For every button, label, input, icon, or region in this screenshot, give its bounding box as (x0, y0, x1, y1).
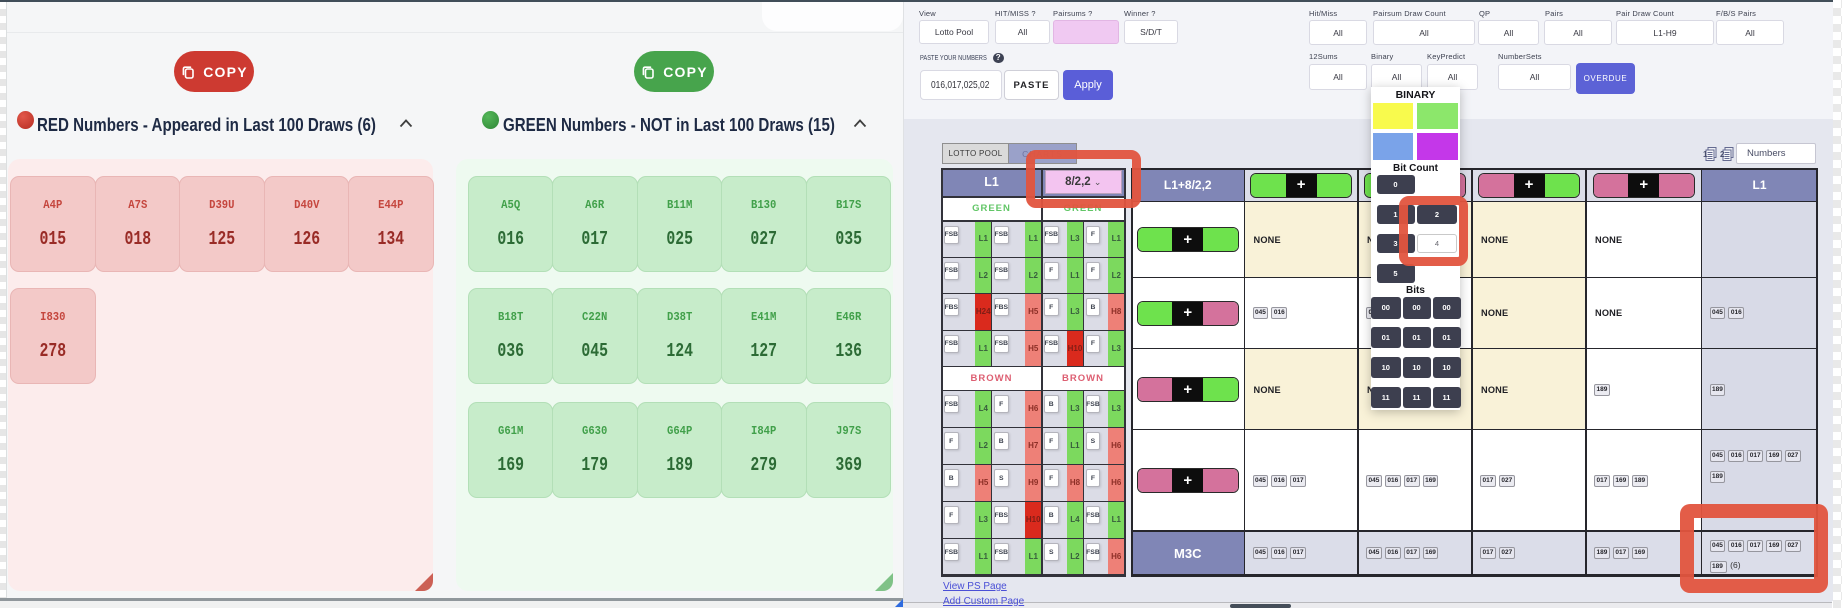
svg-text:1: 1 (1703, 150, 1708, 159)
svg-text:2: 2 (1720, 150, 1725, 159)
